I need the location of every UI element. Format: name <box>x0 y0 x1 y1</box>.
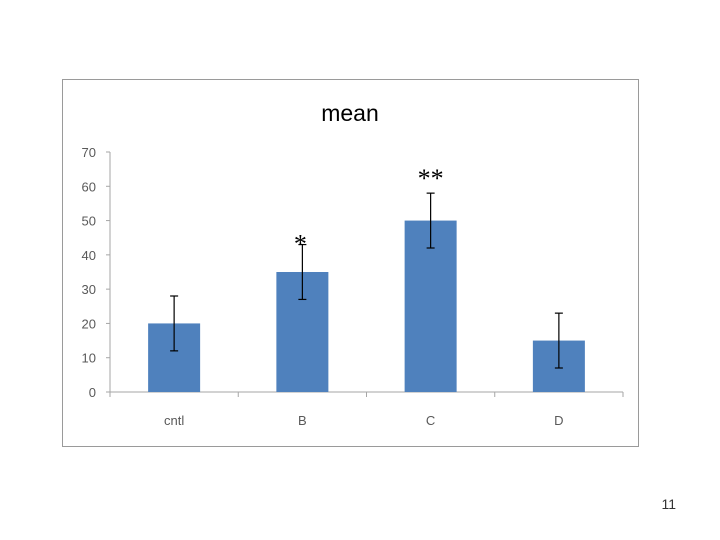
significance-marker: ** <box>418 164 444 193</box>
chart-title: mean <box>321 100 379 126</box>
y-tick-label: 60 <box>82 179 96 194</box>
y-tick-label: 40 <box>82 248 96 263</box>
x-tick-label: cntl <box>164 413 184 428</box>
bars <box>148 220 585 392</box>
x-tick-label: B <box>298 413 307 428</box>
bar-c <box>404 220 457 392</box>
x-tick-label: C <box>426 413 435 428</box>
significance-annotations: *** <box>294 164 444 258</box>
y-tick-label: 30 <box>82 282 96 297</box>
y-tick-label: 0 <box>89 385 96 400</box>
y-tick-label: 10 <box>82 351 96 366</box>
x-tick-label: D <box>554 413 563 428</box>
y-tick-label: 50 <box>82 214 96 229</box>
significance-marker: * <box>294 230 307 259</box>
error-bars <box>170 192 563 369</box>
y-tick-label: 70 <box>82 145 96 160</box>
slide-number: 11 <box>661 496 676 512</box>
y-tick-label: 20 <box>82 316 96 331</box>
tick-labels: 0 10 20 30 40 50 60 70 cntl B C D <box>82 145 564 428</box>
